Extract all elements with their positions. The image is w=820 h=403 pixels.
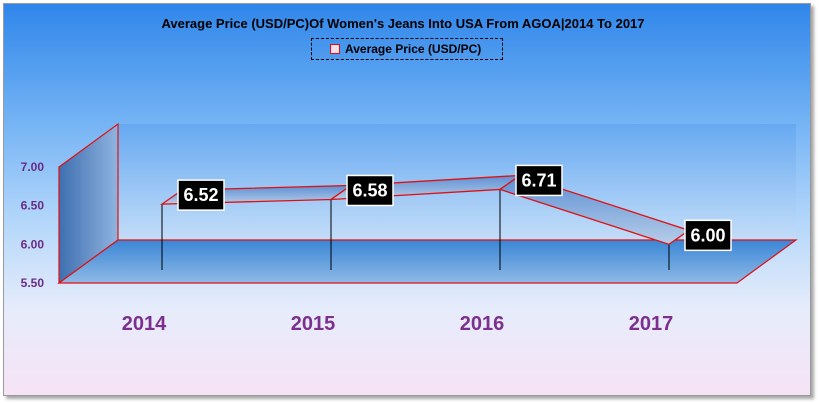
data-label-box — [684, 219, 732, 252]
chart-floor — [57, 239, 798, 284]
x-category-label: 2015 — [291, 313, 336, 335]
data-label: 6.52 — [183, 185, 218, 205]
chart-legend: Average Price (USD/PC) — [311, 38, 503, 60]
data-label: 6.58 — [352, 180, 387, 200]
x-category-label: 2017 — [629, 313, 674, 335]
chart-title: Average Price (USD/PC)Of Women's Jeans I… — [161, 16, 645, 31]
x-category-label: 2014 — [122, 313, 167, 335]
legend-label: Average Price (USD/PC) — [345, 42, 482, 56]
x-category-label: 2016 — [460, 313, 505, 335]
y-tick-label: 6.50 — [21, 199, 45, 213]
data-label-box — [177, 179, 225, 211]
data-label: 6.71 — [521, 170, 556, 190]
y-tick-label: 5.50 — [21, 276, 45, 290]
data-label-box — [346, 174, 394, 207]
y-tick-label: 7.00 — [21, 160, 45, 174]
legend-swatch — [330, 44, 340, 54]
y-tick-label: 6.00 — [21, 237, 45, 251]
data-label: 6.00 — [690, 225, 725, 245]
data-label-box — [515, 164, 563, 197]
